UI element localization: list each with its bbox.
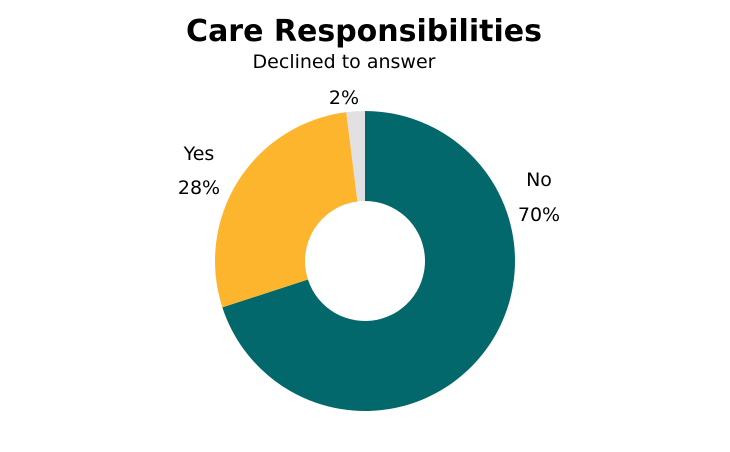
slice-label-no: No bbox=[526, 169, 552, 191]
slice-yes bbox=[215, 112, 358, 308]
slice-value-no: 70% bbox=[518, 204, 560, 226]
slice-no bbox=[222, 111, 515, 412]
slices-group bbox=[215, 111, 515, 412]
chart-title: Care Responsibilities bbox=[186, 14, 542, 49]
slice-value-declined: 2% bbox=[329, 87, 359, 109]
slice-label-yes: Yes bbox=[183, 143, 215, 165]
slice-value-yes: 28% bbox=[178, 177, 220, 199]
slice-label-declined: Declined to answer bbox=[253, 51, 436, 73]
slice-declined bbox=[346, 111, 365, 202]
